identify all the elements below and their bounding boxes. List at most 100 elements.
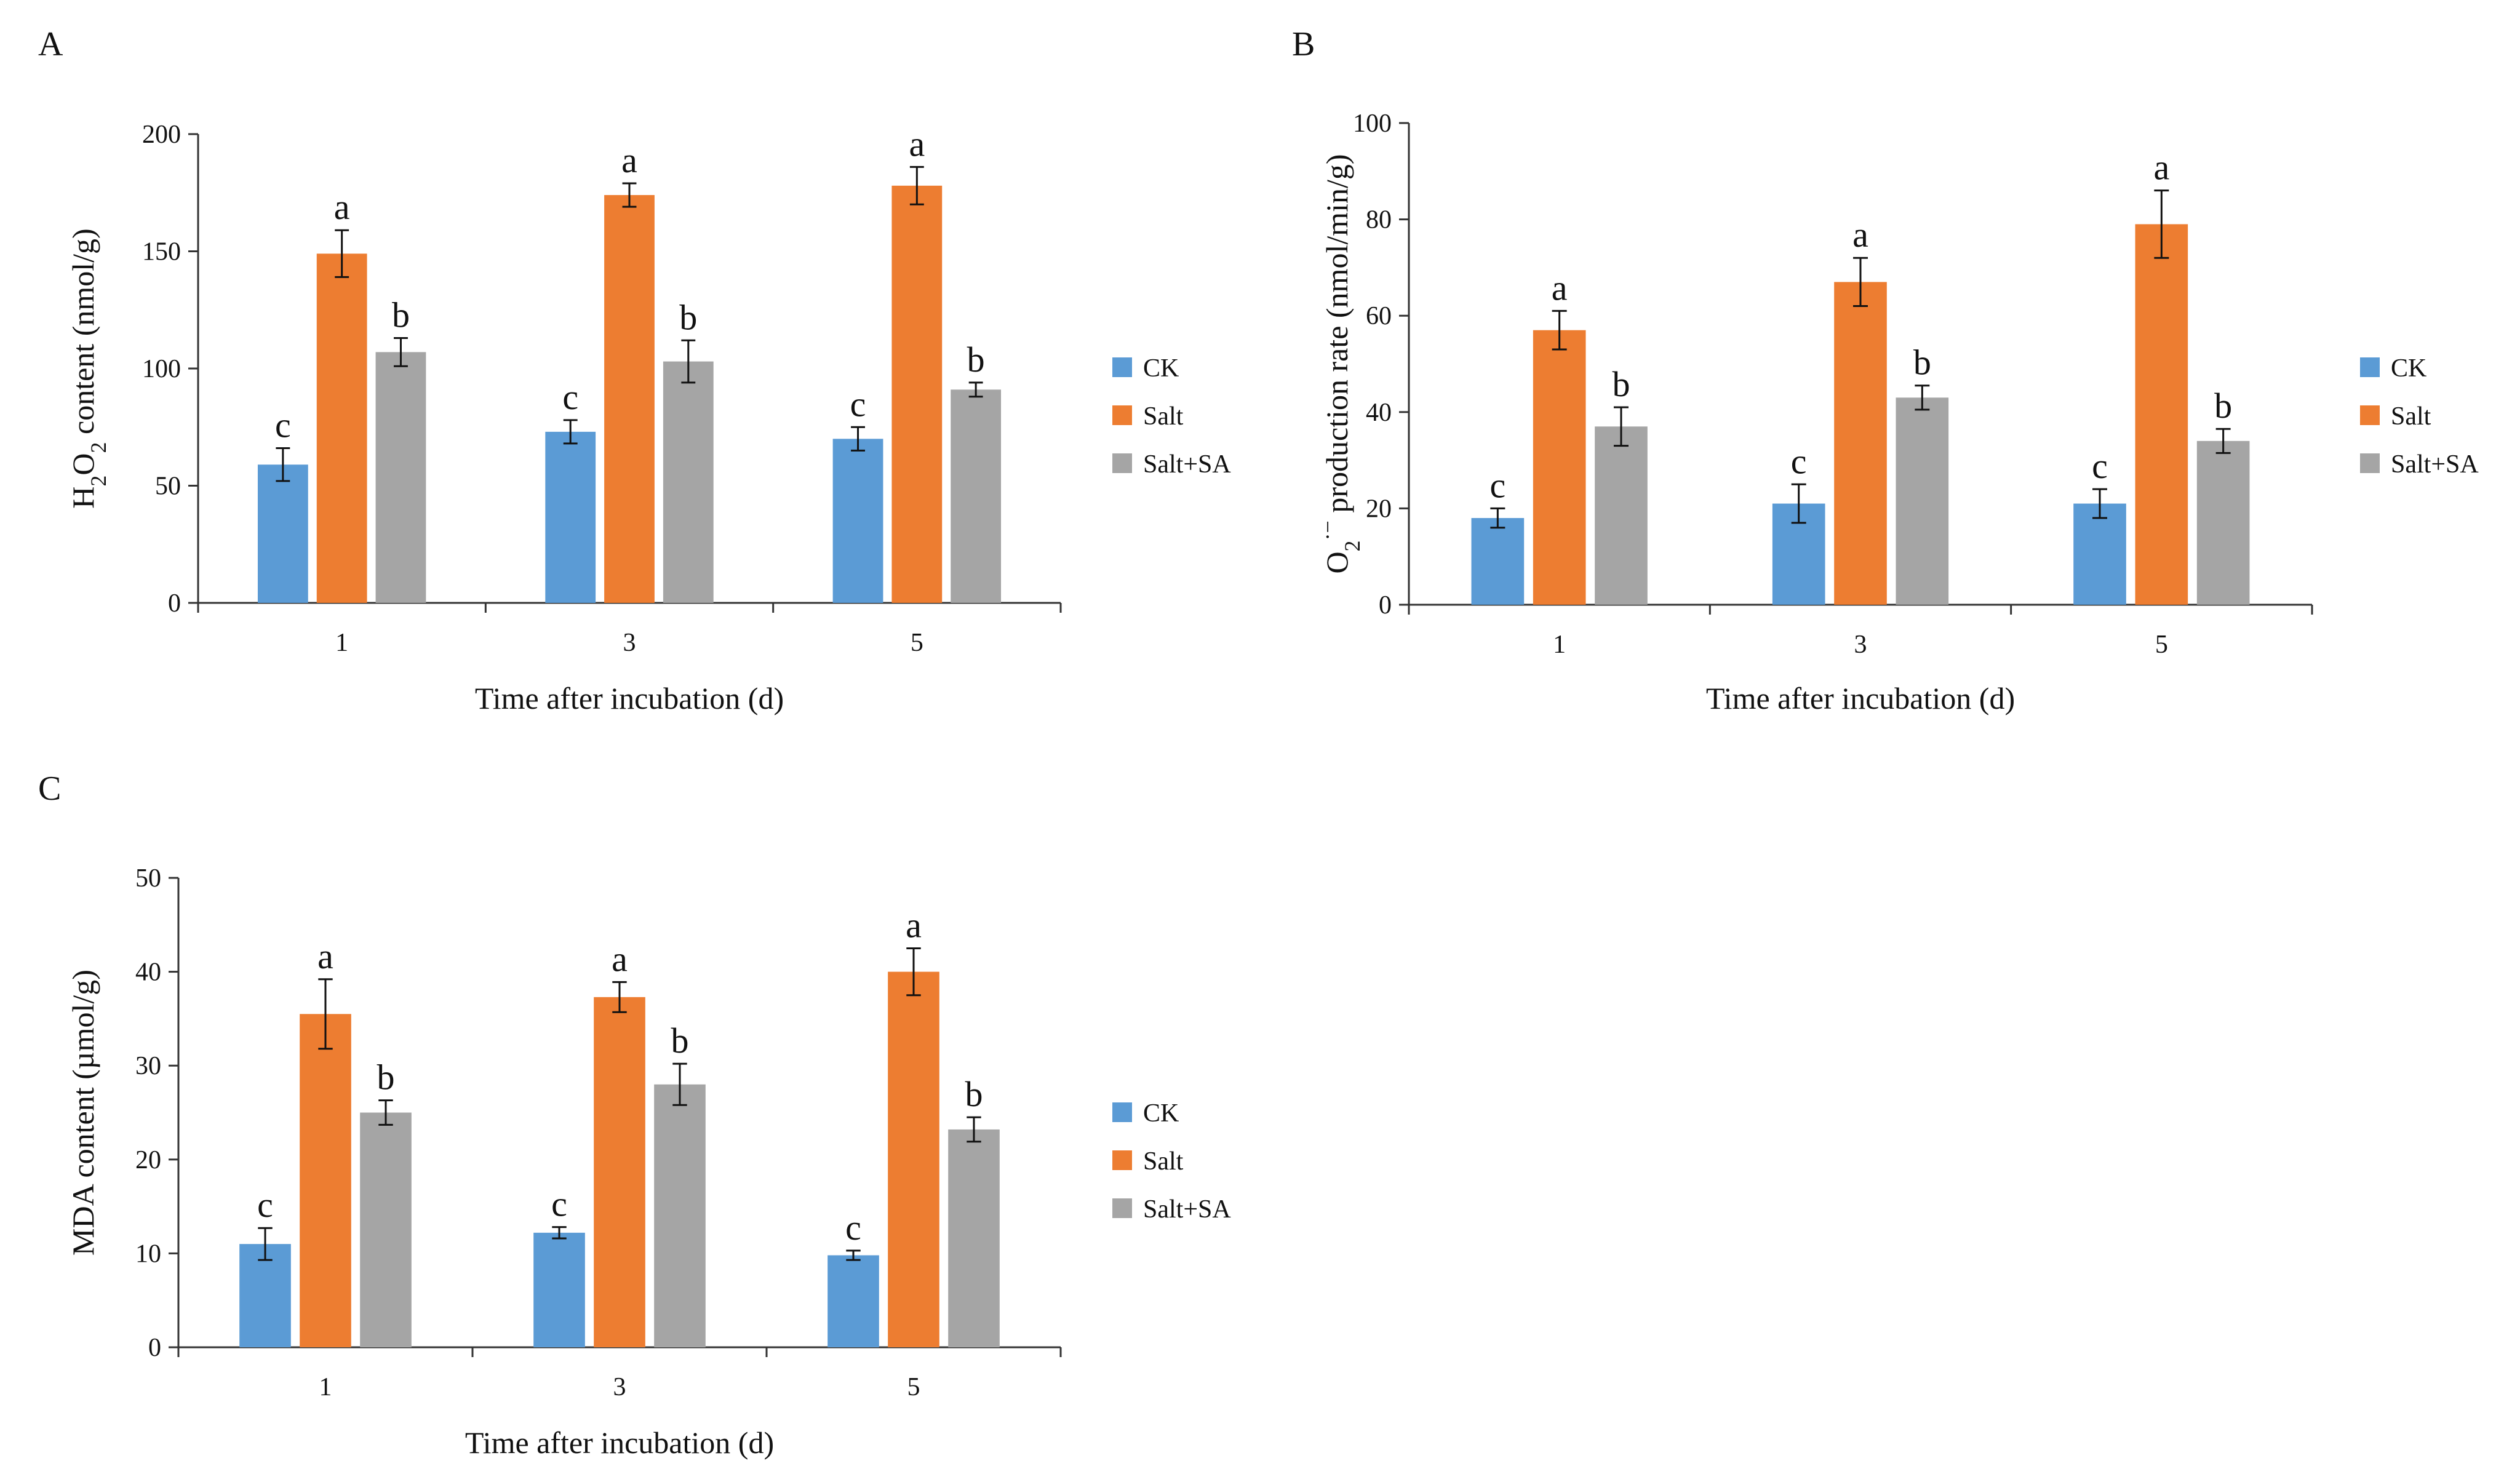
legend-label: CK (1143, 354, 1179, 383)
y-tick-label: 60 (1366, 302, 1392, 330)
chart-panel-b: B 0 20 40 60 80 100 1 c a b 3 c a b 5 c a b Time after incu… (1292, 25, 2479, 715)
y-tick-label: 80 (1366, 206, 1392, 234)
y-tick-label: 40 (1366, 399, 1392, 427)
significance-letter: a (612, 939, 628, 979)
x-tick-label: 5 (907, 1373, 920, 1401)
legend-swatch (1112, 357, 1132, 377)
significance-letter: b (679, 297, 697, 337)
y-axis-title-text: H (66, 487, 100, 509)
y-axis-title: MDA content (µmol/g) (66, 970, 100, 1256)
bar (1471, 518, 1525, 605)
legend-swatch (2360, 405, 2380, 425)
legend-swatch (1112, 405, 1132, 425)
panel-letter: B (1292, 25, 1315, 63)
significance-letter: c (2092, 446, 2108, 486)
x-tick-label: 5 (911, 629, 923, 657)
legend-swatch (2360, 357, 2380, 377)
significance-letter: c (845, 1208, 861, 1248)
legend-label: Salt (1143, 1147, 1184, 1176)
significance-letter: c (562, 377, 578, 417)
significance-letter: a (1552, 268, 1568, 308)
y-tick-label: 0 (168, 589, 181, 618)
bar (663, 361, 714, 603)
bar (316, 253, 367, 603)
bar (360, 1112, 412, 1347)
significance-letter: b (392, 295, 410, 335)
bar (888, 971, 939, 1347)
legend-label: Salt+SA (1143, 450, 1231, 479)
y-tick-label: 100 (1353, 110, 1392, 138)
bar (533, 1232, 585, 1347)
bar (2196, 440, 2250, 605)
y-axis-title-text: production rate (nmol/min/g) (1320, 154, 1354, 520)
y-axis-title: H2O2 content (nmol/g) (66, 228, 111, 508)
significance-letter: a (906, 905, 922, 945)
y-axis-title: O2·− production rate (nmol/min/g) (1315, 154, 1365, 573)
significance-letter: c (551, 1184, 567, 1224)
significance-letter: b (1612, 364, 1630, 404)
bar (257, 464, 308, 603)
x-tick-label: 3 (613, 1373, 626, 1401)
x-tick-label: 5 (2155, 631, 2168, 659)
bar (604, 195, 655, 603)
y-tick-label: 0 (148, 1334, 161, 1362)
significance-letter: b (2214, 386, 2232, 426)
significance-letter: c (257, 1185, 273, 1225)
y-axis-title-sub: 2 (1340, 540, 1365, 551)
y-tick-label: 30 (135, 1052, 161, 1080)
x-tick-label: 1 (335, 629, 348, 657)
x-tick-label: 1 (1553, 631, 1566, 659)
significance-letter: b (965, 1074, 983, 1114)
legend-swatch (1112, 1198, 1132, 1218)
chart-panel-c: C 0 10 20 30 40 50 1 c a b 3 c a b 5 c a b Time after incub… (38, 770, 1231, 1460)
bar (594, 997, 645, 1347)
significance-letter: c (1489, 465, 1505, 505)
x-axis-title: Time after incubation (d) (465, 1425, 774, 1460)
y-tick-label: 50 (155, 472, 181, 501)
y-tick-label: 10 (135, 1240, 161, 1268)
panel-letter: A (38, 25, 63, 63)
y-tick-label: 200 (142, 121, 181, 149)
significance-letter: b (377, 1058, 394, 1098)
y-axis-title-sup: ·− (1315, 520, 1340, 540)
legend-swatch (1112, 1102, 1132, 1122)
bar (545, 431, 596, 603)
legend-swatch (2360, 453, 2380, 473)
significance-letter: a (317, 936, 333, 976)
significance-letter: c (1791, 441, 1807, 481)
significance-letter: b (1913, 343, 1931, 383)
y-tick-label: 0 (1379, 591, 1392, 619)
x-tick-label: 3 (623, 629, 636, 657)
x-axis-title: Time after incubation (d) (1706, 681, 2015, 715)
bar (948, 1129, 1000, 1347)
bar (654, 1084, 706, 1347)
legend-label: Salt (1143, 402, 1184, 431)
y-axis-title-sub: 2 (86, 442, 111, 453)
bar (951, 389, 1002, 603)
legend-label: CK (1143, 1099, 1179, 1128)
bar (2073, 503, 2126, 605)
y-axis-title-text: content (nmol/g) (66, 228, 100, 442)
bar (2135, 224, 2188, 605)
bar (1896, 397, 1949, 605)
x-axis-title: Time after incubation (d) (475, 681, 784, 715)
bar (375, 352, 426, 603)
legend-label: CK (2391, 354, 2426, 383)
y-tick-label: 20 (135, 1146, 161, 1174)
significance-letter: c (850, 384, 866, 424)
significance-letter: a (621, 140, 637, 180)
bar (1595, 426, 1648, 605)
legend-label: Salt (2391, 402, 2431, 431)
legend-swatch (1112, 1150, 1132, 1170)
bar (1533, 330, 1586, 605)
y-axis-title-sub: 2 (86, 476, 111, 487)
legend-swatch (1112, 453, 1132, 473)
legend-label: Salt+SA (1143, 1195, 1231, 1224)
bar (827, 1255, 879, 1347)
legend-label: Salt+SA (2391, 450, 2479, 479)
bar (891, 185, 943, 603)
y-tick-label: 50 (135, 864, 161, 893)
x-tick-label: 3 (1854, 631, 1867, 659)
significance-letter: a (2153, 148, 2169, 188)
